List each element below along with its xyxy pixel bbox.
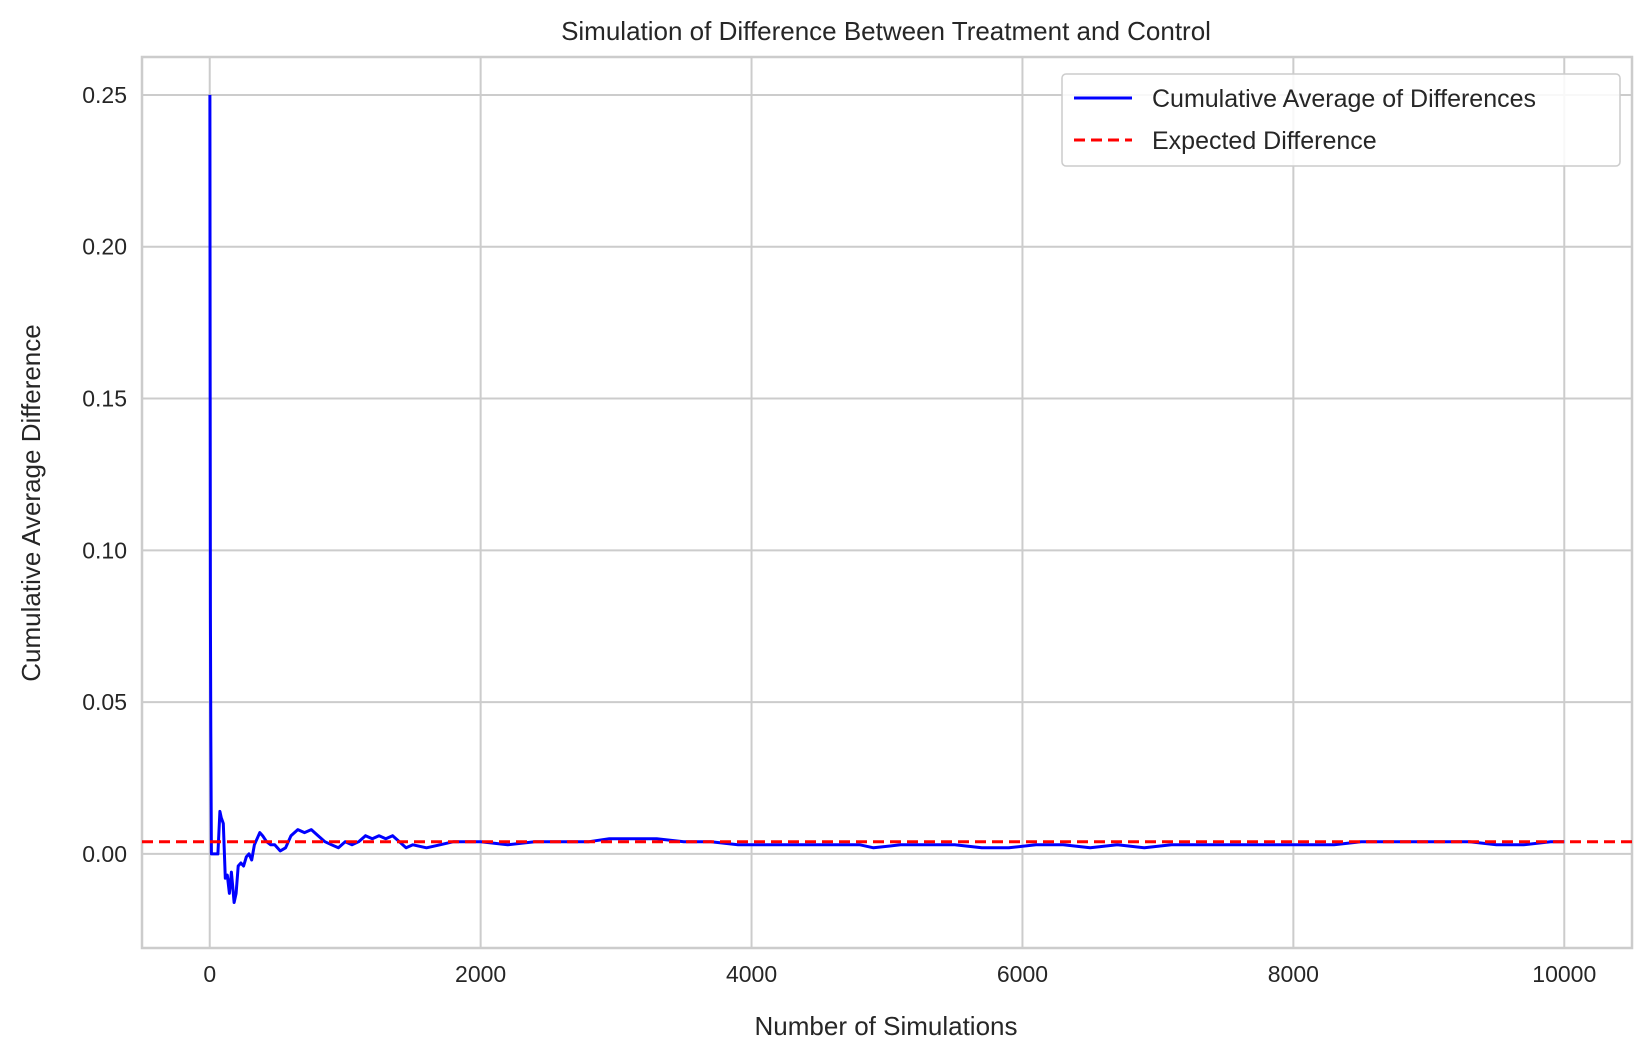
series-layer [142,94,1632,904]
grid-lines [142,57,1632,948]
x-tick-label: 2000 [455,961,506,987]
y-tick-label: 0.15 [82,386,127,412]
chart-title: Simulation of Difference Between Treatme… [561,16,1211,46]
x-tick-label: 0 [203,961,216,987]
legend: Cumulative Average of Differences Expecte… [1061,73,1621,167]
legend-box [1061,73,1621,167]
y-tick-label: 0.05 [82,689,127,715]
series-line-cumulative-average [208,94,1565,904]
y-axis-ticks: 0.00 0.05 0.10 0.15 0.20 0.25 [82,82,127,867]
y-tick-label: 0.20 [82,234,127,260]
axes-frame [140,55,1634,950]
y-tick-label: 0.00 [82,841,127,867]
x-tick-label: 8000 [1268,961,1319,987]
x-tick-label: 6000 [997,961,1048,987]
legend-label: Expected Difference [1152,127,1377,155]
legend-label: Cumulative Average of Differences [1152,85,1536,113]
y-axis-label: Cumulative Average Difference [16,324,46,681]
x-tick-label: 10000 [1532,961,1596,987]
x-tick-label: 4000 [726,961,777,987]
y-tick-label: 0.25 [82,82,127,108]
plot-background [142,57,1632,948]
x-axis-label: Number of Simulations [755,1011,1018,1041]
x-axis-ticks: 0 2000 4000 6000 8000 10000 [203,961,1596,987]
y-tick-label: 0.10 [82,537,127,563]
plot-border [140,55,1634,950]
